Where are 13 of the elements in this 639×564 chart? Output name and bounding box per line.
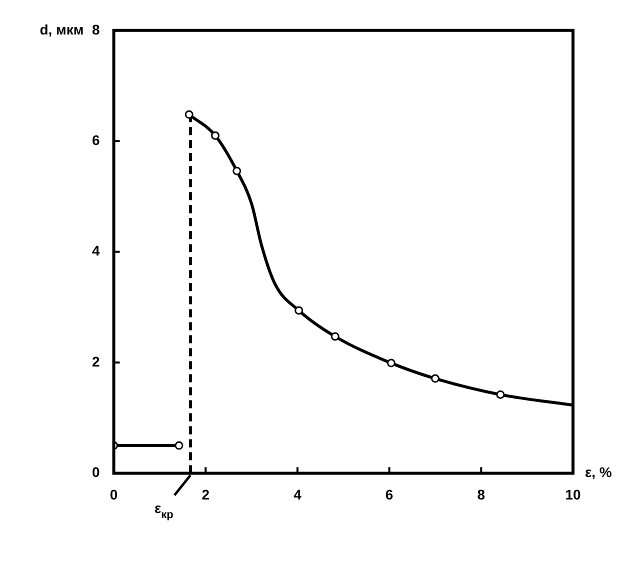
x-tick-label: 4: [294, 486, 302, 502]
x-tick-label: 8: [477, 486, 486, 502]
y-tick-label: 4: [92, 242, 100, 259]
y-axis-title: d, мкм: [40, 21, 84, 38]
x-tick-label: 6: [385, 486, 394, 502]
y-tick-label: 2: [92, 353, 100, 370]
x-axis-title: ε, %: [585, 464, 612, 480]
x-tick-label: 0: [110, 486, 118, 502]
y-tick-label: 8: [92, 21, 100, 38]
x-tick-label: 10: [565, 486, 581, 502]
y-tick-label: 0: [92, 464, 100, 480]
y-tick-label: 6: [92, 132, 100, 148]
x-tick-label: 2: [202, 486, 210, 502]
